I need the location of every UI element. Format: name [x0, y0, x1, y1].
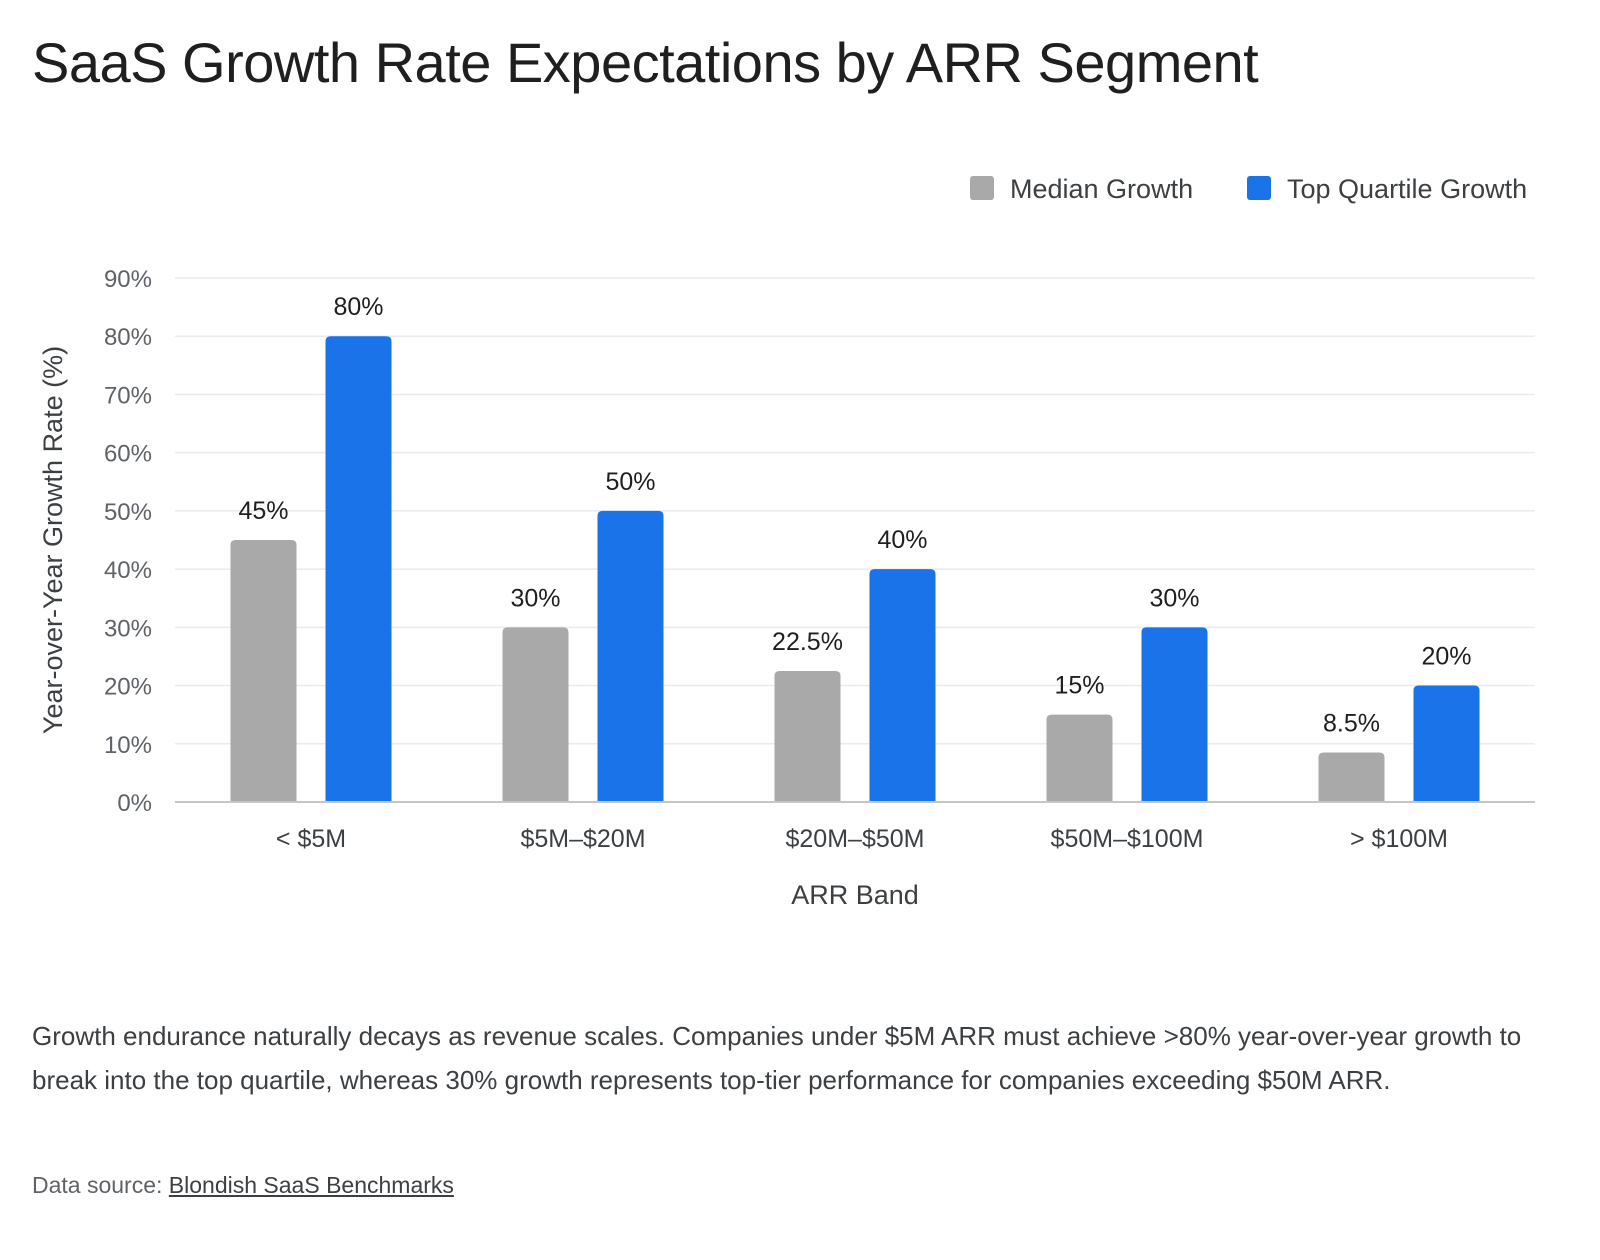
top-quartile-growth-bar [325, 336, 392, 802]
top-quartile-growth-bar [1413, 685, 1480, 802]
x-tick-label: $20M–$50M [786, 825, 925, 853]
data-source-link[interactable]: Blondish SaaS Benchmarks [168, 1172, 454, 1198]
y-tick-label: 90% [104, 266, 152, 293]
y-tick-label: 70% [104, 382, 152, 409]
top-quartile-growth-bar [869, 569, 936, 802]
y-tick-label: 50% [104, 499, 152, 526]
top-quartile-growth-bar [597, 510, 664, 802]
legend-item-top-quartile-growth: Top Quartile Growth [1247, 174, 1527, 204]
data-source: Data source: Blondish SaaS Benchmarks [32, 1172, 454, 1199]
data-label: 80% [333, 293, 383, 321]
median-growth-bar [230, 540, 297, 802]
y-tick-label: 40% [104, 557, 152, 584]
data-label: 22.5% [772, 628, 843, 656]
median-growth-bar [1046, 714, 1113, 802]
legend-item-median-growth: Median Growth [970, 174, 1193, 204]
data-label: 30% [1149, 584, 1199, 612]
y-tick-label: 10% [104, 732, 152, 759]
legend-label: Top Quartile Growth [1287, 174, 1527, 204]
x-tick-label: $50M–$100M [1051, 825, 1204, 853]
x-tick-label: > $100M [1350, 825, 1448, 853]
y-tick-label: 30% [104, 615, 152, 642]
y-tick-label: 20% [104, 674, 152, 701]
y-axis-title: Year-over-Year Growth Rate (%) [38, 346, 68, 734]
data-label: 40% [877, 526, 927, 554]
data-label: 50% [605, 468, 655, 496]
y-tick-label: 80% [104, 324, 152, 351]
y-tick-label: 0% [117, 790, 152, 817]
x-axis-ticks: < $5M $5M–$20M $20M–$50M $50M–$100M > $100M [276, 825, 1448, 853]
chart-title: SaaS Growth Rate Expectations by ARR Seg… [32, 31, 1259, 94]
legend-label: Median Growth [1010, 174, 1193, 204]
data-label: 8.5% [1323, 710, 1380, 738]
x-tick-label: < $5M [276, 825, 346, 853]
data-label: 30% [510, 584, 560, 612]
data-label: 15% [1054, 672, 1104, 700]
x-axis-title: ARR Band [791, 880, 919, 910]
growth-bar-chart: Median Growth Top Quartile Growth 0% 10% 20… [38, 174, 1535, 910]
top-quartile-growth-bar [1141, 627, 1208, 802]
data-label: 45% [238, 497, 288, 525]
y-axis-ticks: 0% 10% 20% 30% 40% 50% 60% 70% 80% 90% [104, 266, 152, 817]
median-growth-bar [1318, 752, 1385, 802]
x-tick-label: $5M–$20M [520, 825, 645, 853]
chart-legend: Median Growth Top Quartile Growth [970, 174, 1527, 204]
bar-series [230, 336, 1480, 802]
data-label: 20% [1421, 643, 1471, 671]
data-source-label: Data source: [32, 1172, 169, 1198]
y-gridlines [175, 277, 1535, 745]
legend-swatch [970, 176, 994, 200]
y-tick-label: 60% [104, 441, 152, 468]
legend-swatch [1247, 176, 1271, 200]
chart-caption: Growth endurance naturally decays as rev… [32, 1021, 1522, 1095]
median-growth-bar [774, 671, 841, 802]
median-growth-bar [502, 627, 569, 802]
data-labels: 45% 80% 30% 50% 22.5% 40% 15% 30% 8.5% 20% [238, 293, 1471, 737]
